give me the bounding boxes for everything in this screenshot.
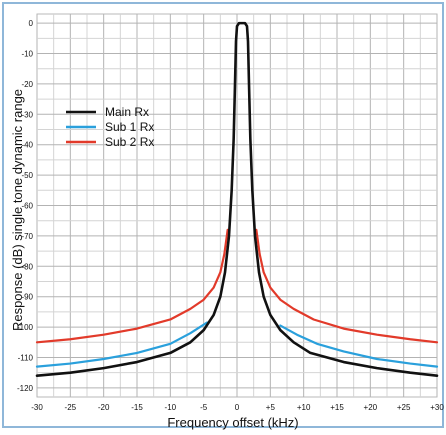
y-tick-label: -30 xyxy=(21,110,33,119)
series-line-sub-2-rx-left xyxy=(35,228,229,344)
series-line-sub-1-rx-left xyxy=(35,321,209,368)
series-line-main-rx xyxy=(35,21,439,378)
x-tick-label: -25 xyxy=(65,403,77,412)
x-tick-label: -5 xyxy=(200,403,208,412)
x-axis-title: Frequency offset (kHz) xyxy=(167,415,298,430)
x-tick-label: -10 xyxy=(165,403,177,412)
x-tick-label: +30 xyxy=(430,403,444,412)
legend-label-sub-1-rx: Sub 1 Rx xyxy=(105,120,154,134)
x-tick-label: +10 xyxy=(297,403,311,412)
y-tick-label: -70 xyxy=(21,232,33,241)
x-tick-label: +25 xyxy=(397,403,411,412)
legend-label-main-rx: Main Rx xyxy=(105,105,149,119)
x-tick-label: -15 xyxy=(131,403,143,412)
series-line-sub-1-rx-right xyxy=(279,324,439,368)
x-tick-label: -20 xyxy=(98,403,110,412)
y-tick-label: 0 xyxy=(29,19,34,28)
y-tick-label: -40 xyxy=(21,141,33,150)
y-tick-label: -110 xyxy=(18,353,34,362)
y-axis-title: Response (dB) single tone dynamic range xyxy=(10,89,25,331)
x-tick-label: 0 xyxy=(235,403,240,412)
x-tick-label: +20 xyxy=(364,403,378,412)
series-lines xyxy=(35,21,439,378)
y-tick-label: -100 xyxy=(17,323,34,332)
y-tick-label: -50 xyxy=(21,171,33,180)
tick-labels: -30 -25 -20 -15 -10 -5 0 +5 +10 +15 +20 +25 +300-10-… xyxy=(17,19,444,412)
y-tick-label: -80 xyxy=(21,262,33,271)
x-tick-label: -30 xyxy=(31,403,43,412)
y-tick-label: -120 xyxy=(17,384,34,393)
legend-label-sub-2-rx: Sub 2 Rx xyxy=(105,135,154,149)
x-tick-label: +5 xyxy=(266,403,276,412)
y-tick-label: -60 xyxy=(21,202,33,211)
chart-frame xyxy=(2,2,444,428)
y-tick-label: -10 xyxy=(21,50,33,59)
x-tick-label: +15 xyxy=(330,403,344,412)
series-line-sub-2-rx-right xyxy=(255,228,439,344)
grid xyxy=(36,13,438,398)
y-tick-label: -90 xyxy=(21,293,33,302)
y-tick-label: -20 xyxy=(21,80,33,89)
